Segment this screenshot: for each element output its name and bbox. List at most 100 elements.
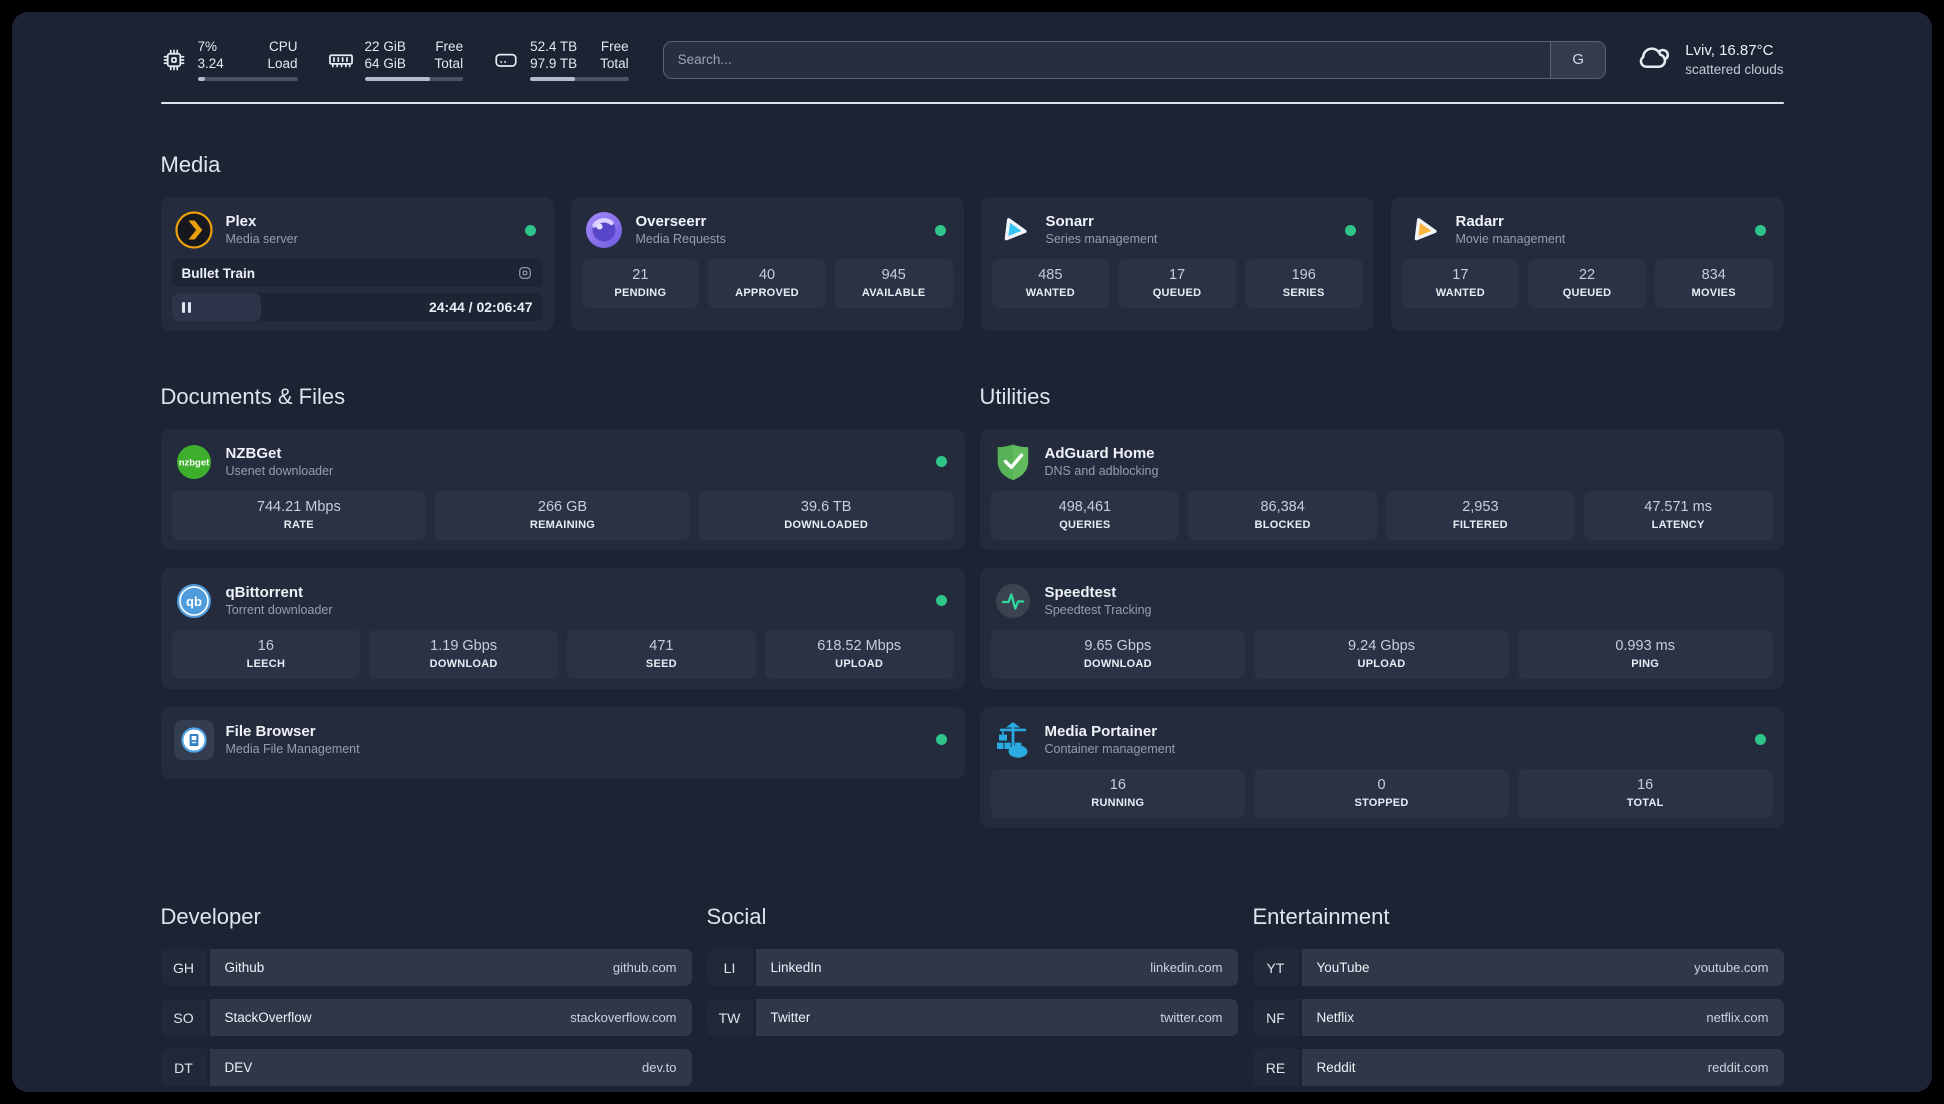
service-card-nzbget[interactable]: nzbget NZBGet Usenet downloader 744.21 M… — [160, 428, 965, 550]
stat-label: APPROVED — [735, 287, 799, 300]
stat-rate: 744.21 Mbps RATE — [171, 490, 427, 540]
bookmark-stackoverflow[interactable]: SO StackOverflow stackoverflow.com — [160, 999, 692, 1037]
service-card-filebrowser[interactable]: File Browser Media File Management — [160, 706, 965, 779]
section-title: Media — [160, 152, 221, 177]
portainer-icon — [993, 720, 1033, 760]
stat-label: AVAILABLE — [861, 287, 926, 300]
service-card-adguard-home[interactable]: AdGuard Home DNS and adblocking 498,461 … — [979, 428, 1784, 550]
stat-label: DOWNLOAD — [1083, 657, 1152, 670]
service-header: Radarr Movie management — [1402, 207, 1773, 259]
service-card-speedtest[interactable]: Speedtest Speedtest Tracking 9.65 Gbps D… — [979, 567, 1784, 689]
stat-filtered: 2,953 FILTERED — [1386, 490, 1575, 540]
service-card-radarr[interactable]: Radarr Movie management 17 WANTED 22 QUE… — [1390, 197, 1784, 332]
bookmark-abbr: SO — [160, 999, 207, 1037]
stat-total: 16 TOTAL — [1517, 768, 1773, 818]
stat-value: 618.52 Mbps — [817, 637, 902, 654]
service-description: Movie management — [1455, 232, 1566, 247]
stat-label: UPLOAD — [835, 657, 884, 670]
status-dot-online — [935, 595, 947, 607]
header-divider — [160, 102, 1784, 104]
search-engine-button[interactable]: G — [1550, 41, 1606, 78]
stat-queries: 498,461 QUERIES — [990, 490, 1180, 540]
resource-progress-bar — [364, 77, 464, 81]
status-dot-online — [1344, 224, 1356, 236]
resource-stats: 7% CPU 3.24 Load 22 GiB Free 64 GiB Tota… — [161, 38, 629, 81]
resource-value: 22 GiB — [364, 39, 406, 54]
service-description: Media Requests — [635, 232, 726, 247]
stat-value: 471 — [649, 637, 674, 654]
memory-icon — [328, 47, 354, 73]
stat-wanted: 485 WANTED — [991, 259, 1110, 309]
filebrowser-icon — [173, 719, 214, 760]
bookmark-body: Twitter twitter.com — [755, 999, 1238, 1037]
resource-row: 64 GiB Total — [365, 55, 464, 72]
resource-label: Total — [434, 56, 464, 71]
bookmark-youtube[interactable]: YT YouTube youtube.com — [1252, 949, 1784, 987]
service-stats: 16 RUNNING 0 STOPPED 16 TOTAL — [990, 768, 1773, 818]
bookmark-name: Twitter — [770, 1010, 811, 1026]
bookmark-abbr: NF — [1252, 999, 1299, 1037]
stat-label: WANTED — [1435, 287, 1485, 300]
bookmark-dev[interactable]: DT DEV dev.to — [160, 1049, 692, 1087]
service-stats: 485 WANTED 17 QUEUED 196 SERIES — [991, 259, 1363, 309]
bookmark-url: youtube.com — [1694, 960, 1769, 976]
stat-label: QUEUED — [1152, 287, 1202, 300]
stat-value: 0.993 ms — [1615, 637, 1675, 654]
resource-stat-cpu: 7% CPU 3.24 Load — [161, 38, 298, 81]
service-card-overseerr[interactable]: Overseerr Media Requests 21 PENDING 40 A… — [570, 197, 964, 332]
service-card-plex[interactable]: Plex Media server Bullet Train 24:44 / 0… — [160, 197, 554, 332]
stat-stopped: 0 STOPPED — [1254, 768, 1509, 818]
stat-value: 22 — [1578, 267, 1596, 284]
stat-value: 21 — [632, 267, 649, 284]
section-title: Utilities — [979, 383, 1051, 409]
resource-value: 64 GiB — [364, 56, 406, 71]
playback-progress-bar: 24:44 / 02:06:47 — [171, 293, 543, 322]
stat-value: 744.21 Mbps — [256, 498, 341, 515]
service-description: Speedtest Tracking — [1044, 602, 1152, 617]
radarr-icon — [1404, 210, 1444, 250]
search-input[interactable] — [662, 40, 1607, 79]
service-card-media-portainer[interactable]: Media Portainer Container management 16 … — [979, 706, 1784, 828]
stat-queued: 17 QUEUED — [1118, 259, 1236, 309]
service-name: Overseerr — [635, 213, 707, 231]
stat-blocked: 86,384 BLOCKED — [1188, 490, 1377, 540]
bookmark-body: DEV dev.to — [209, 1049, 692, 1087]
service-card-sonarr[interactable]: Sonarr Series management 485 WANTED 17 Q… — [980, 197, 1374, 332]
bookmark-name: YouTube — [1316, 960, 1370, 976]
service-name: File Browser — [225, 722, 316, 740]
svg-text:qb: qb — [186, 594, 202, 609]
bookmark-name: LinkedIn — [770, 960, 822, 976]
service-description: DNS and adblocking — [1044, 463, 1159, 478]
nzbget-icon: nzbget — [174, 442, 214, 482]
stat-label: BLOCKED — [1254, 518, 1311, 531]
stat-value: 16 — [257, 637, 274, 654]
resource-value: 7% — [197, 39, 218, 54]
bookmark-name: DEV — [224, 1060, 253, 1076]
section-utilities: Utilities AdGuard Home DNS and adblockin… — [979, 364, 1784, 828]
resource-label: Load — [267, 56, 298, 71]
resource-stat-storage: 52.4 TB Free 97.9 TB Total — [493, 38, 629, 81]
bookmark-netflix[interactable]: NF Netflix netflix.com — [1252, 999, 1784, 1037]
bookmark-name: Reddit — [1316, 1060, 1356, 1076]
bookmark-url: twitter.com — [1160, 1010, 1223, 1026]
bookmark-list: YT YouTube youtube.com NF Netflix netfli… — [1252, 949, 1784, 1087]
service-card-qbittorrent[interactable]: qb qBittorrent Torrent downloader 16 LEE… — [160, 567, 965, 689]
service-name: Speedtest — [1044, 583, 1117, 601]
stat-download: 1.19 Gbps DOWNLOAD — [369, 629, 558, 679]
bookmark-url: linkedin.com — [1150, 960, 1223, 976]
service-header: Overseerr Media Requests — [582, 207, 953, 259]
bookmark-github[interactable]: GH Github github.com — [160, 949, 692, 987]
status-dot-online — [935, 456, 947, 468]
service-description: Series management — [1045, 232, 1158, 247]
bookmark-linkedin[interactable]: LI LinkedIn linkedin.com — [706, 949, 1238, 987]
bookmark-twitter[interactable]: TW Twitter twitter.com — [706, 999, 1238, 1037]
bookmark-url: reddit.com — [1707, 1060, 1769, 1076]
stat-label: DOWNLOADED — [784, 518, 869, 531]
bookmark-abbr: GH — [160, 949, 207, 987]
status-dot-online — [1754, 734, 1766, 746]
stat-label: RATE — [283, 518, 314, 531]
bookmark-url: netflix.com — [1706, 1010, 1769, 1026]
bookmark-abbr: YT — [1252, 949, 1299, 987]
stat-value: 9.24 Gbps — [1348, 637, 1415, 654]
bookmark-reddit[interactable]: RE Reddit reddit.com — [1252, 1049, 1784, 1087]
